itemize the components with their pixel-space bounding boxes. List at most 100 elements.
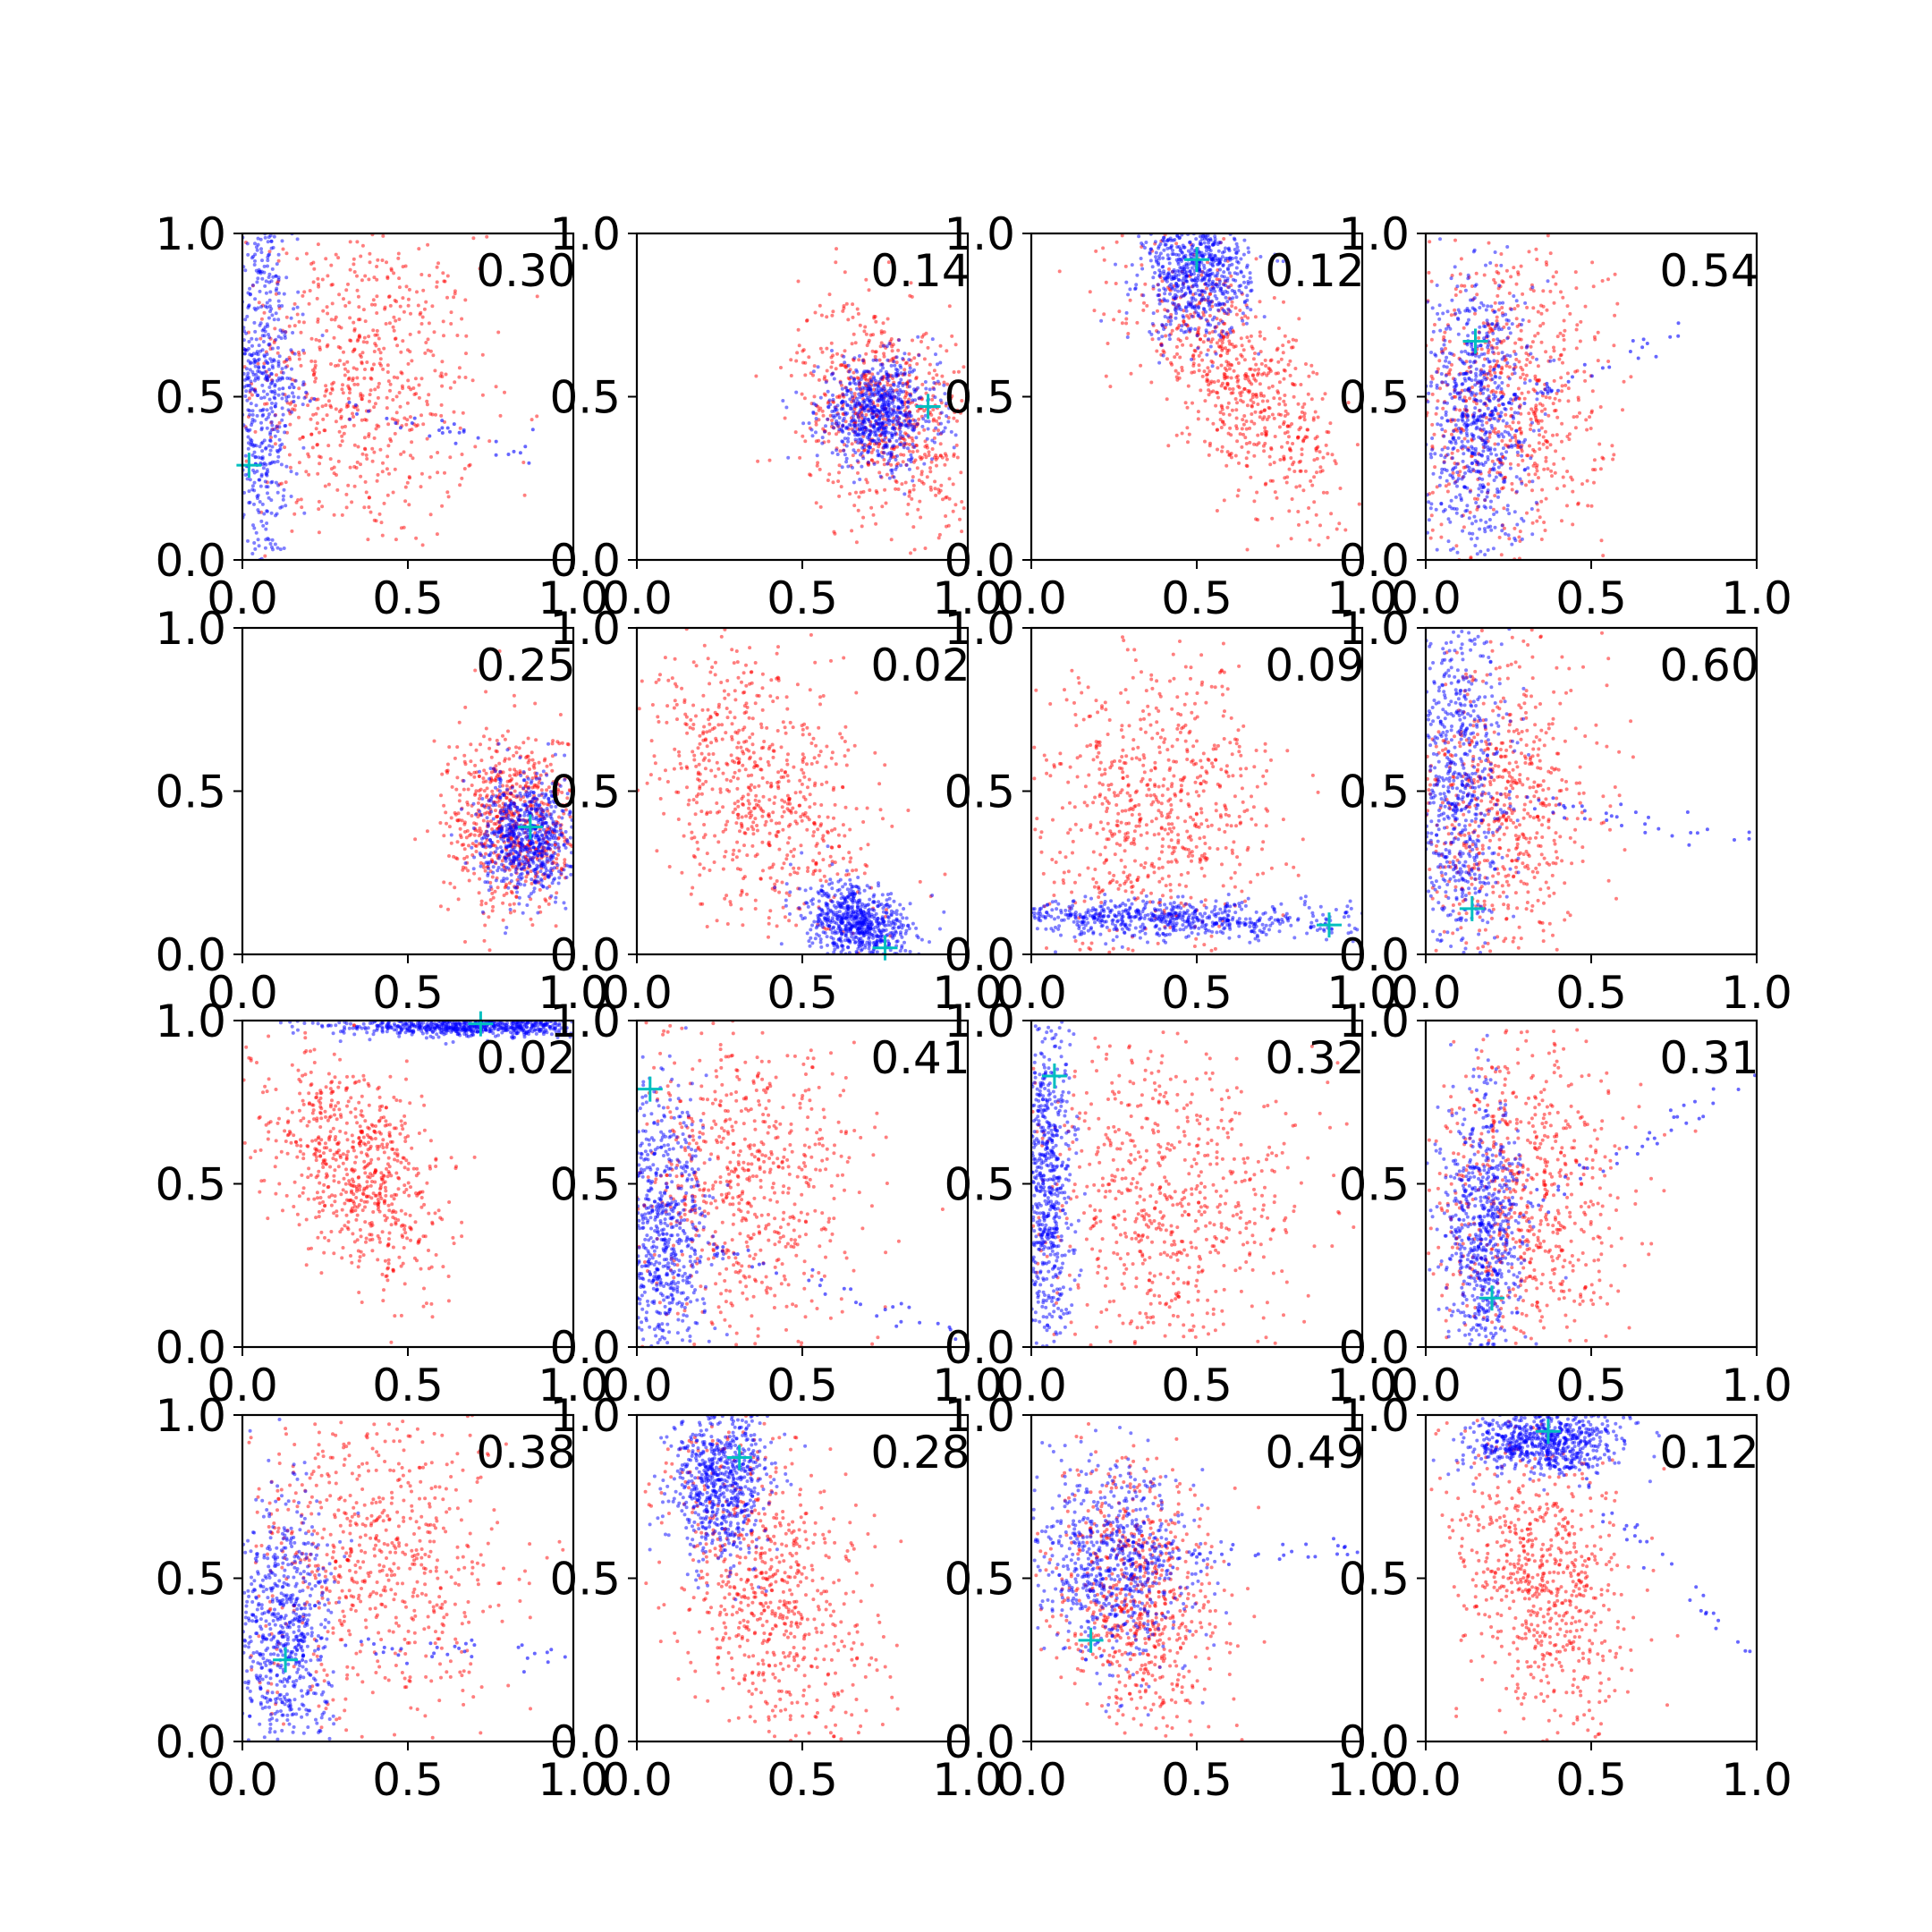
data-point xyxy=(876,403,880,408)
data-point xyxy=(341,391,345,395)
data-point xyxy=(1216,447,1219,452)
data-point xyxy=(1554,282,1558,286)
data-point xyxy=(1224,311,1229,316)
data-point xyxy=(1606,277,1610,282)
data-point xyxy=(1315,371,1319,376)
data-point xyxy=(1483,325,1487,329)
data-point xyxy=(1285,475,1290,479)
data-point xyxy=(896,406,901,411)
data-point xyxy=(1468,531,1471,536)
data-point xyxy=(1233,238,1237,242)
data-point xyxy=(1184,274,1189,278)
data-point xyxy=(266,264,269,268)
data-point xyxy=(253,252,258,257)
data-point xyxy=(1555,391,1559,395)
data-point xyxy=(956,369,961,374)
data-point xyxy=(911,487,916,492)
data-point xyxy=(1172,276,1176,281)
data-point xyxy=(1487,470,1491,474)
data-point xyxy=(1191,361,1196,366)
data-point xyxy=(1517,535,1521,539)
data-point xyxy=(1175,352,1179,356)
data-point xyxy=(1433,323,1436,326)
data-point xyxy=(1139,363,1143,368)
data-point xyxy=(907,352,911,356)
data-point xyxy=(858,387,862,392)
data-point xyxy=(376,472,380,477)
data-point xyxy=(843,270,847,275)
data-point xyxy=(248,412,252,417)
data-point xyxy=(381,233,386,238)
data-point xyxy=(365,340,369,344)
data-point xyxy=(452,295,456,300)
data-point xyxy=(1217,279,1222,284)
data-point xyxy=(1509,275,1513,279)
data-point xyxy=(893,428,896,432)
data-point xyxy=(1174,375,1179,379)
data-point xyxy=(920,424,925,428)
data-point xyxy=(320,404,325,409)
data-point xyxy=(945,495,949,499)
data-point xyxy=(1216,321,1221,326)
data-point xyxy=(1530,521,1535,525)
data-point xyxy=(1277,402,1282,406)
data-point xyxy=(388,303,393,308)
data-point xyxy=(1539,311,1544,316)
data-point xyxy=(867,460,870,464)
data-point xyxy=(1154,255,1157,259)
data-point xyxy=(320,277,325,282)
data-point xyxy=(1258,394,1263,398)
data-point xyxy=(899,443,903,447)
data-point xyxy=(372,436,377,440)
data-point xyxy=(356,445,360,449)
data-point xyxy=(901,384,905,387)
data-point xyxy=(845,411,850,416)
data-point xyxy=(886,394,890,398)
data-point xyxy=(299,497,303,502)
data-point xyxy=(1165,357,1169,361)
data-point xyxy=(1539,499,1544,504)
data-point xyxy=(360,452,365,456)
data-point xyxy=(1226,431,1231,436)
data-point xyxy=(328,457,333,462)
data-point xyxy=(904,423,909,428)
data-point xyxy=(444,372,448,377)
data-point xyxy=(292,394,296,399)
data-point xyxy=(1248,426,1252,430)
data-point xyxy=(1197,326,1201,330)
data-point xyxy=(962,506,966,511)
data-point xyxy=(1176,289,1181,293)
data-point xyxy=(901,460,905,464)
data-point xyxy=(382,346,386,351)
data-point xyxy=(267,386,272,389)
data-point xyxy=(875,441,879,445)
data-point xyxy=(1165,299,1170,303)
data-point xyxy=(1241,432,1245,436)
data-point xyxy=(1475,292,1479,297)
data-point xyxy=(1169,245,1174,250)
data-point xyxy=(370,446,375,451)
data-point xyxy=(263,479,267,484)
data-point xyxy=(1463,404,1468,409)
data-point xyxy=(849,391,853,394)
data-point xyxy=(1249,367,1253,371)
data-point xyxy=(275,282,280,286)
data-point xyxy=(1510,481,1514,486)
data-point xyxy=(1438,237,1442,242)
data-point xyxy=(1596,330,1600,335)
data-point xyxy=(1524,363,1529,368)
data-point xyxy=(820,409,825,413)
data-point xyxy=(405,418,410,422)
data-point xyxy=(307,454,311,459)
data-point xyxy=(1157,301,1162,306)
data-point xyxy=(1579,319,1583,324)
data-point xyxy=(1504,364,1509,368)
data-point xyxy=(862,409,867,413)
data-point xyxy=(1234,312,1239,317)
data-point xyxy=(284,315,289,319)
data-point xyxy=(905,512,910,516)
data-point xyxy=(292,408,297,412)
data-point xyxy=(1189,273,1193,276)
data-point xyxy=(352,464,357,469)
data-point xyxy=(1277,425,1282,429)
